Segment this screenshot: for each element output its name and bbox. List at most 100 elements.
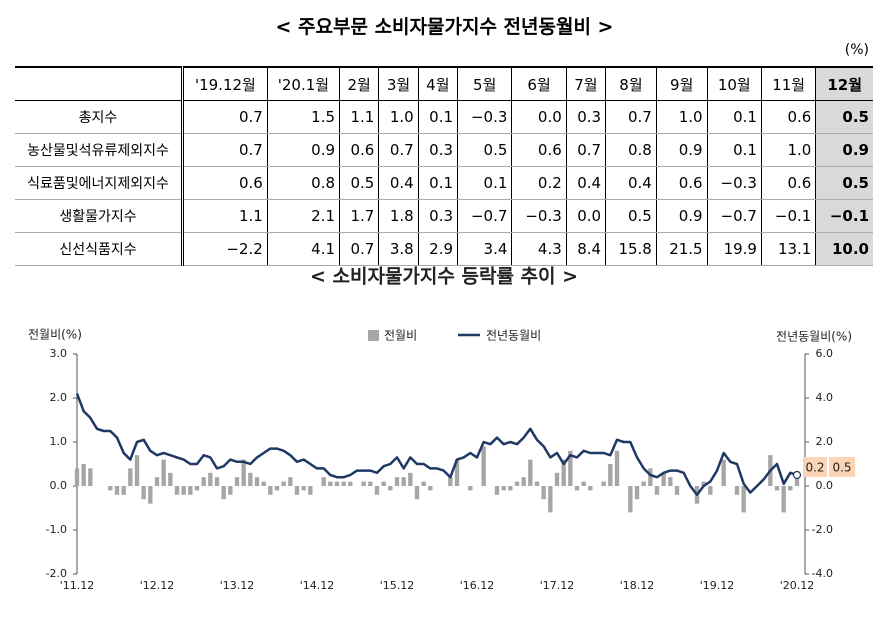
bar: [548, 486, 553, 513]
bar: [334, 481, 340, 486]
bar: [261, 481, 266, 486]
bar: [774, 486, 780, 491]
bar: [401, 477, 406, 486]
cell: 0.6: [339, 133, 379, 167]
bar: [421, 481, 426, 486]
chart-title: < 소비자물가지수 등락률 추이 >: [310, 266, 578, 288]
y2-tick-label: 4.0: [816, 391, 834, 404]
x-tick-label: '17.12: [540, 579, 575, 592]
x-tick-label: '20.12: [780, 579, 815, 592]
column-header: 3월: [378, 67, 419, 101]
bar: [568, 450, 573, 486]
bar: [614, 450, 620, 486]
cell: −0.1: [815, 199, 873, 233]
bar: [608, 464, 613, 486]
bar: [601, 481, 606, 486]
cell: 0.3: [417, 133, 458, 167]
bar: [528, 459, 533, 486]
bar: [141, 486, 146, 500]
bar: [214, 477, 220, 486]
y-tick-label: -1.0: [46, 523, 67, 536]
bar: [661, 472, 666, 486]
cpi-table: '19.12월 '20.1월 2월 3월 4월 5월 6월 7월 8월 9월 10월 11월 12월 총…: [15, 66, 873, 266]
bar: [301, 486, 306, 491]
x-tick-label: '18.12: [620, 579, 655, 592]
table-row: 식료품및에너지제외지수 0.6 0.8 0.5 0.4 0.1 0.1 0.2 0.4 0.4 0.…: [15, 166, 873, 200]
x-tick-label: '15.12: [380, 579, 415, 592]
column-header: 10월: [706, 67, 762, 101]
bar: [281, 481, 286, 486]
cell: 0.7: [339, 232, 379, 266]
cell: 0.0: [565, 199, 606, 233]
bar: [668, 477, 673, 486]
bar: [394, 477, 400, 486]
cell: 1.1: [339, 100, 379, 134]
bar: [574, 486, 580, 491]
column-header: 5월: [457, 67, 512, 101]
legend-label: 전월비: [384, 329, 417, 343]
bar: [88, 468, 93, 486]
bar: [641, 481, 646, 486]
cell: 2.1: [266, 199, 340, 233]
cell: 8.4: [565, 232, 606, 266]
chart: < 소비자물가지수 등락률 추이 > 전월비(%) 전년동월비(%) -2.0 -…: [28, 266, 855, 592]
cell: 0.1: [417, 166, 458, 200]
column-header: 7월: [565, 67, 606, 101]
cell: 0.1: [706, 100, 762, 134]
x-tick-label: '12.12: [140, 579, 175, 592]
bar: [781, 486, 786, 513]
cell: 0.6: [655, 166, 708, 200]
y-tick-label: 3.0: [50, 347, 68, 360]
cell: 0.7: [182, 100, 268, 134]
row-label: 농산물및석유류제외지수: [15, 133, 184, 167]
cell: 4.3: [511, 232, 567, 266]
bar: [561, 459, 566, 486]
cell: 0.7: [565, 133, 606, 167]
bar: [321, 477, 326, 486]
cell: 1.5: [266, 100, 340, 134]
cell: −0.1: [760, 199, 816, 233]
cell: 0.6: [760, 166, 816, 200]
cell: 0.5: [457, 133, 512, 167]
cell: 0.6: [511, 133, 567, 167]
y-tick-label: 2.0: [50, 391, 68, 404]
bar: [234, 477, 240, 486]
cell: 3.8: [378, 232, 419, 266]
cell: −0.3: [457, 100, 512, 134]
cell: 0.5: [815, 100, 873, 134]
column-header: 6월: [511, 67, 567, 101]
bar: [541, 486, 546, 500]
legend-swatch: [368, 330, 379, 341]
bar: [201, 477, 206, 486]
legend-label: 전년동월비: [486, 329, 541, 343]
annotation-box: [829, 457, 855, 477]
bar: [508, 486, 513, 491]
cell: 0.8: [266, 166, 340, 200]
cell: 13.1: [760, 232, 816, 266]
cell: −0.7: [457, 199, 512, 233]
header-row: '19.12월 '20.1월 2월 3월 4월 5월 6월 7월 8월 9월 10월 11월 12월: [15, 67, 873, 101]
bar: [454, 459, 460, 486]
bar: [628, 486, 633, 513]
unit-label: (%): [844, 42, 869, 58]
cell: 2.9: [417, 232, 458, 266]
bar: [654, 486, 660, 495]
bar: [468, 486, 473, 491]
bar: [308, 486, 313, 495]
cell: 15.8: [605, 232, 657, 266]
bar: [128, 468, 133, 486]
bar: [701, 481, 706, 486]
cell: −2.2: [182, 232, 268, 266]
table-row: 생활물가지수 1.1 2.1 1.7 1.8 0.3 −0.7 −0.3 0.0 0.5 0.9 −0…: [15, 199, 873, 233]
bar: [648, 468, 653, 486]
x-tick-label: '16.12: [460, 579, 495, 592]
row-label: 생활물가지수: [15, 199, 184, 233]
bar: [274, 486, 280, 491]
bar: [674, 486, 680, 495]
bar: [634, 486, 640, 500]
x-tick-label: '13.12: [220, 579, 255, 592]
annotation: 0.5: [832, 461, 851, 475]
bar: [221, 486, 226, 500]
bar: [494, 486, 500, 495]
